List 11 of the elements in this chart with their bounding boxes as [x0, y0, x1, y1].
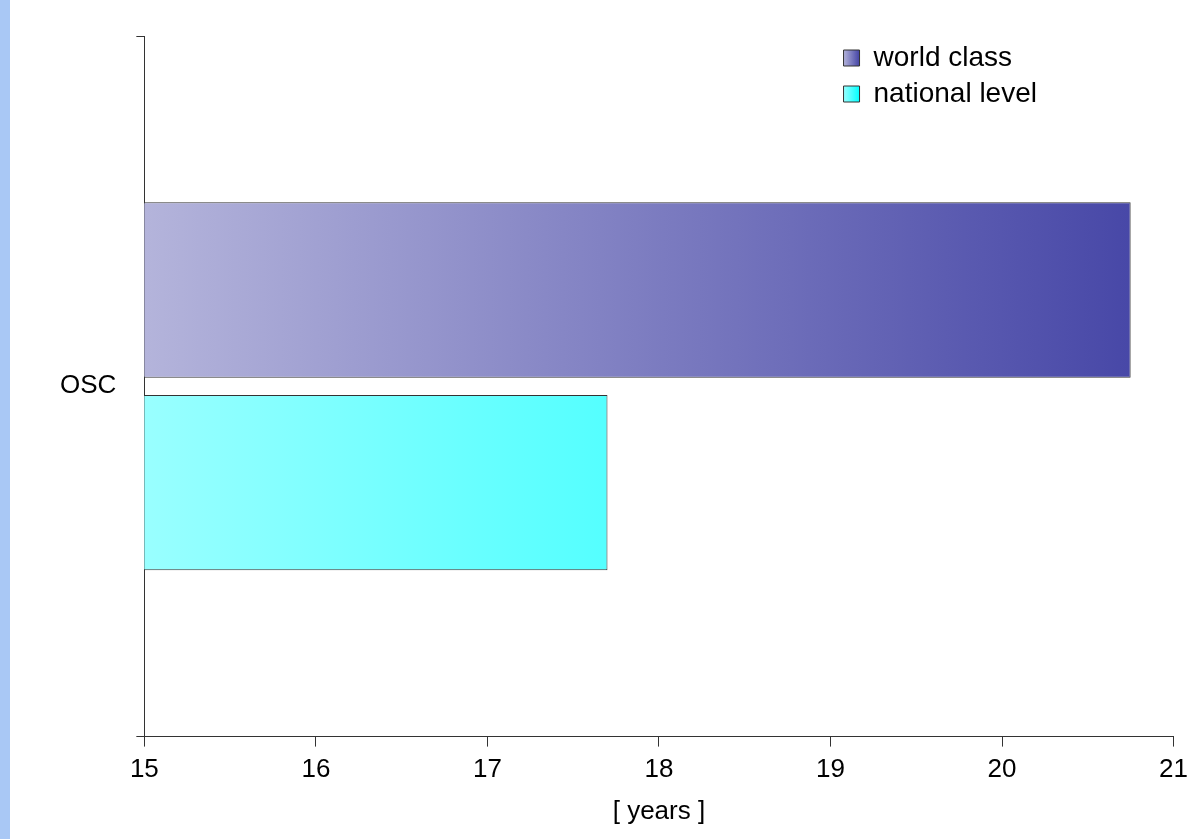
x-tick-label: 20 [987, 753, 1017, 784]
legend-label: national level [873, 76, 1037, 108]
x-tick-label: 18 [644, 753, 674, 784]
legend-label: world class [872, 40, 1013, 72]
x-tick-label: 21 [1159, 753, 1188, 784]
x-tick-label: 19 [816, 753, 845, 784]
x-tick-label: 15 [129, 753, 159, 784]
x-tick-label: 17 [472, 753, 502, 784]
x-tick-label: 16 [301, 753, 331, 784]
x-axis-title: [ years ] [612, 794, 706, 825]
y-tick-label: OSC [60, 369, 117, 400]
